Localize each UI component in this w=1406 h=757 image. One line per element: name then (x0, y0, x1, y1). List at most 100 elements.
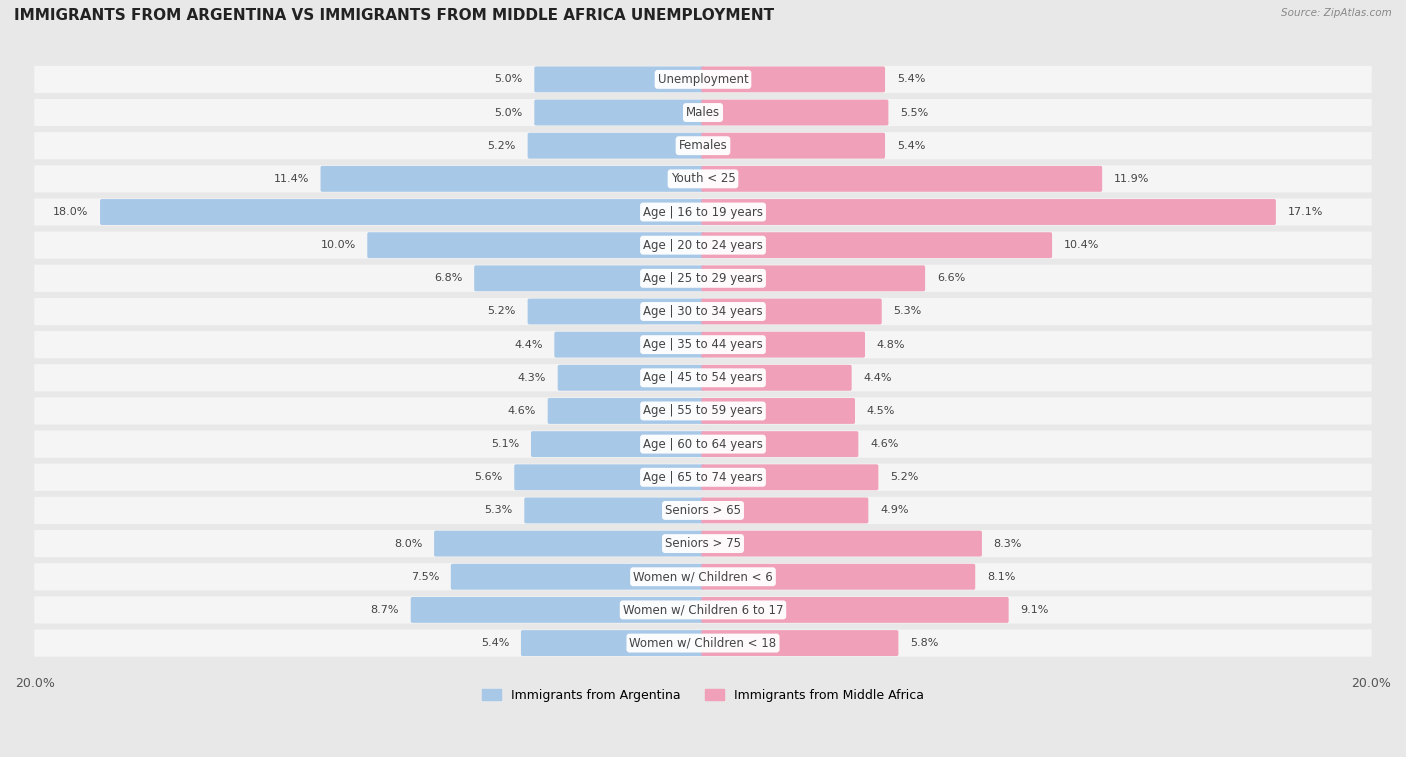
Text: 5.8%: 5.8% (910, 638, 938, 648)
FancyBboxPatch shape (434, 531, 704, 556)
FancyBboxPatch shape (451, 564, 704, 590)
Text: 4.3%: 4.3% (517, 372, 546, 383)
FancyBboxPatch shape (527, 298, 704, 325)
FancyBboxPatch shape (702, 597, 1008, 623)
Text: Males: Males (686, 106, 720, 119)
FancyBboxPatch shape (34, 66, 1372, 93)
FancyBboxPatch shape (34, 530, 1372, 557)
Text: Age | 55 to 59 years: Age | 55 to 59 years (643, 404, 763, 417)
Text: Source: ZipAtlas.com: Source: ZipAtlas.com (1281, 8, 1392, 17)
Text: 5.4%: 5.4% (897, 74, 925, 84)
FancyBboxPatch shape (702, 199, 1275, 225)
Text: 6.6%: 6.6% (936, 273, 965, 283)
Text: 8.3%: 8.3% (994, 538, 1022, 549)
FancyBboxPatch shape (702, 166, 1102, 192)
FancyBboxPatch shape (34, 232, 1372, 259)
Text: 8.0%: 8.0% (394, 538, 422, 549)
Text: 10.0%: 10.0% (321, 240, 356, 250)
Text: 5.0%: 5.0% (495, 74, 523, 84)
FancyBboxPatch shape (34, 331, 1372, 358)
FancyBboxPatch shape (34, 265, 1372, 292)
FancyBboxPatch shape (34, 597, 1372, 624)
Text: 9.1%: 9.1% (1021, 605, 1049, 615)
Text: Age | 45 to 54 years: Age | 45 to 54 years (643, 371, 763, 385)
FancyBboxPatch shape (34, 165, 1372, 192)
Text: 10.4%: 10.4% (1064, 240, 1099, 250)
Text: 4.4%: 4.4% (515, 340, 543, 350)
FancyBboxPatch shape (548, 398, 704, 424)
Text: 5.4%: 5.4% (481, 638, 509, 648)
Text: 5.6%: 5.6% (474, 472, 502, 482)
Text: 4.4%: 4.4% (863, 372, 891, 383)
Text: Unemployment: Unemployment (658, 73, 748, 86)
Text: 4.6%: 4.6% (870, 439, 898, 449)
Text: 17.1%: 17.1% (1288, 207, 1323, 217)
Text: 18.0%: 18.0% (53, 207, 89, 217)
FancyBboxPatch shape (702, 630, 898, 656)
Text: IMMIGRANTS FROM ARGENTINA VS IMMIGRANTS FROM MIDDLE AFRICA UNEMPLOYMENT: IMMIGRANTS FROM ARGENTINA VS IMMIGRANTS … (14, 8, 775, 23)
Text: Age | 65 to 74 years: Age | 65 to 74 years (643, 471, 763, 484)
Text: 5.2%: 5.2% (488, 141, 516, 151)
FancyBboxPatch shape (34, 99, 1372, 126)
Text: 4.5%: 4.5% (866, 406, 896, 416)
FancyBboxPatch shape (702, 332, 865, 357)
Text: 5.5%: 5.5% (900, 107, 928, 117)
FancyBboxPatch shape (702, 531, 981, 556)
Text: 11.9%: 11.9% (1114, 174, 1149, 184)
Text: Females: Females (679, 139, 727, 152)
FancyBboxPatch shape (34, 497, 1372, 524)
FancyBboxPatch shape (34, 630, 1372, 656)
Text: Age | 20 to 24 years: Age | 20 to 24 years (643, 238, 763, 251)
FancyBboxPatch shape (474, 266, 704, 291)
Text: 5.3%: 5.3% (893, 307, 922, 316)
Text: 7.5%: 7.5% (411, 572, 439, 581)
FancyBboxPatch shape (531, 431, 704, 457)
FancyBboxPatch shape (702, 564, 976, 590)
FancyBboxPatch shape (702, 67, 884, 92)
FancyBboxPatch shape (34, 397, 1372, 425)
Text: Seniors > 75: Seniors > 75 (665, 537, 741, 550)
Text: Age | 30 to 34 years: Age | 30 to 34 years (643, 305, 763, 318)
Text: 11.4%: 11.4% (274, 174, 309, 184)
FancyBboxPatch shape (702, 266, 925, 291)
Text: Age | 16 to 19 years: Age | 16 to 19 years (643, 205, 763, 219)
Text: 5.2%: 5.2% (488, 307, 516, 316)
FancyBboxPatch shape (34, 364, 1372, 391)
FancyBboxPatch shape (702, 298, 882, 325)
FancyBboxPatch shape (524, 497, 704, 523)
Text: 5.2%: 5.2% (890, 472, 918, 482)
FancyBboxPatch shape (702, 365, 852, 391)
FancyBboxPatch shape (702, 431, 858, 457)
FancyBboxPatch shape (100, 199, 704, 225)
FancyBboxPatch shape (321, 166, 704, 192)
Text: Seniors > 65: Seniors > 65 (665, 504, 741, 517)
Text: 8.7%: 8.7% (371, 605, 399, 615)
FancyBboxPatch shape (522, 630, 704, 656)
FancyBboxPatch shape (702, 100, 889, 126)
FancyBboxPatch shape (527, 132, 704, 159)
FancyBboxPatch shape (702, 232, 1052, 258)
Legend: Immigrants from Argentina, Immigrants from Middle Africa: Immigrants from Argentina, Immigrants fr… (477, 684, 929, 706)
FancyBboxPatch shape (702, 398, 855, 424)
Text: 6.8%: 6.8% (434, 273, 463, 283)
Text: 8.1%: 8.1% (987, 572, 1015, 581)
FancyBboxPatch shape (34, 431, 1372, 458)
FancyBboxPatch shape (702, 132, 884, 159)
Text: 5.3%: 5.3% (484, 506, 513, 516)
Text: 4.8%: 4.8% (877, 340, 905, 350)
Text: Youth < 25: Youth < 25 (671, 173, 735, 185)
Text: 4.6%: 4.6% (508, 406, 536, 416)
Text: Women w/ Children 6 to 17: Women w/ Children 6 to 17 (623, 603, 783, 616)
FancyBboxPatch shape (558, 365, 704, 391)
Text: Women w/ Children < 18: Women w/ Children < 18 (630, 637, 776, 650)
FancyBboxPatch shape (34, 464, 1372, 491)
FancyBboxPatch shape (34, 198, 1372, 226)
FancyBboxPatch shape (702, 497, 869, 523)
FancyBboxPatch shape (515, 464, 704, 491)
Text: Age | 35 to 44 years: Age | 35 to 44 years (643, 338, 763, 351)
Text: Age | 60 to 64 years: Age | 60 to 64 years (643, 438, 763, 450)
Text: 5.1%: 5.1% (491, 439, 519, 449)
Text: 4.9%: 4.9% (880, 506, 908, 516)
FancyBboxPatch shape (702, 464, 879, 491)
FancyBboxPatch shape (411, 597, 704, 623)
